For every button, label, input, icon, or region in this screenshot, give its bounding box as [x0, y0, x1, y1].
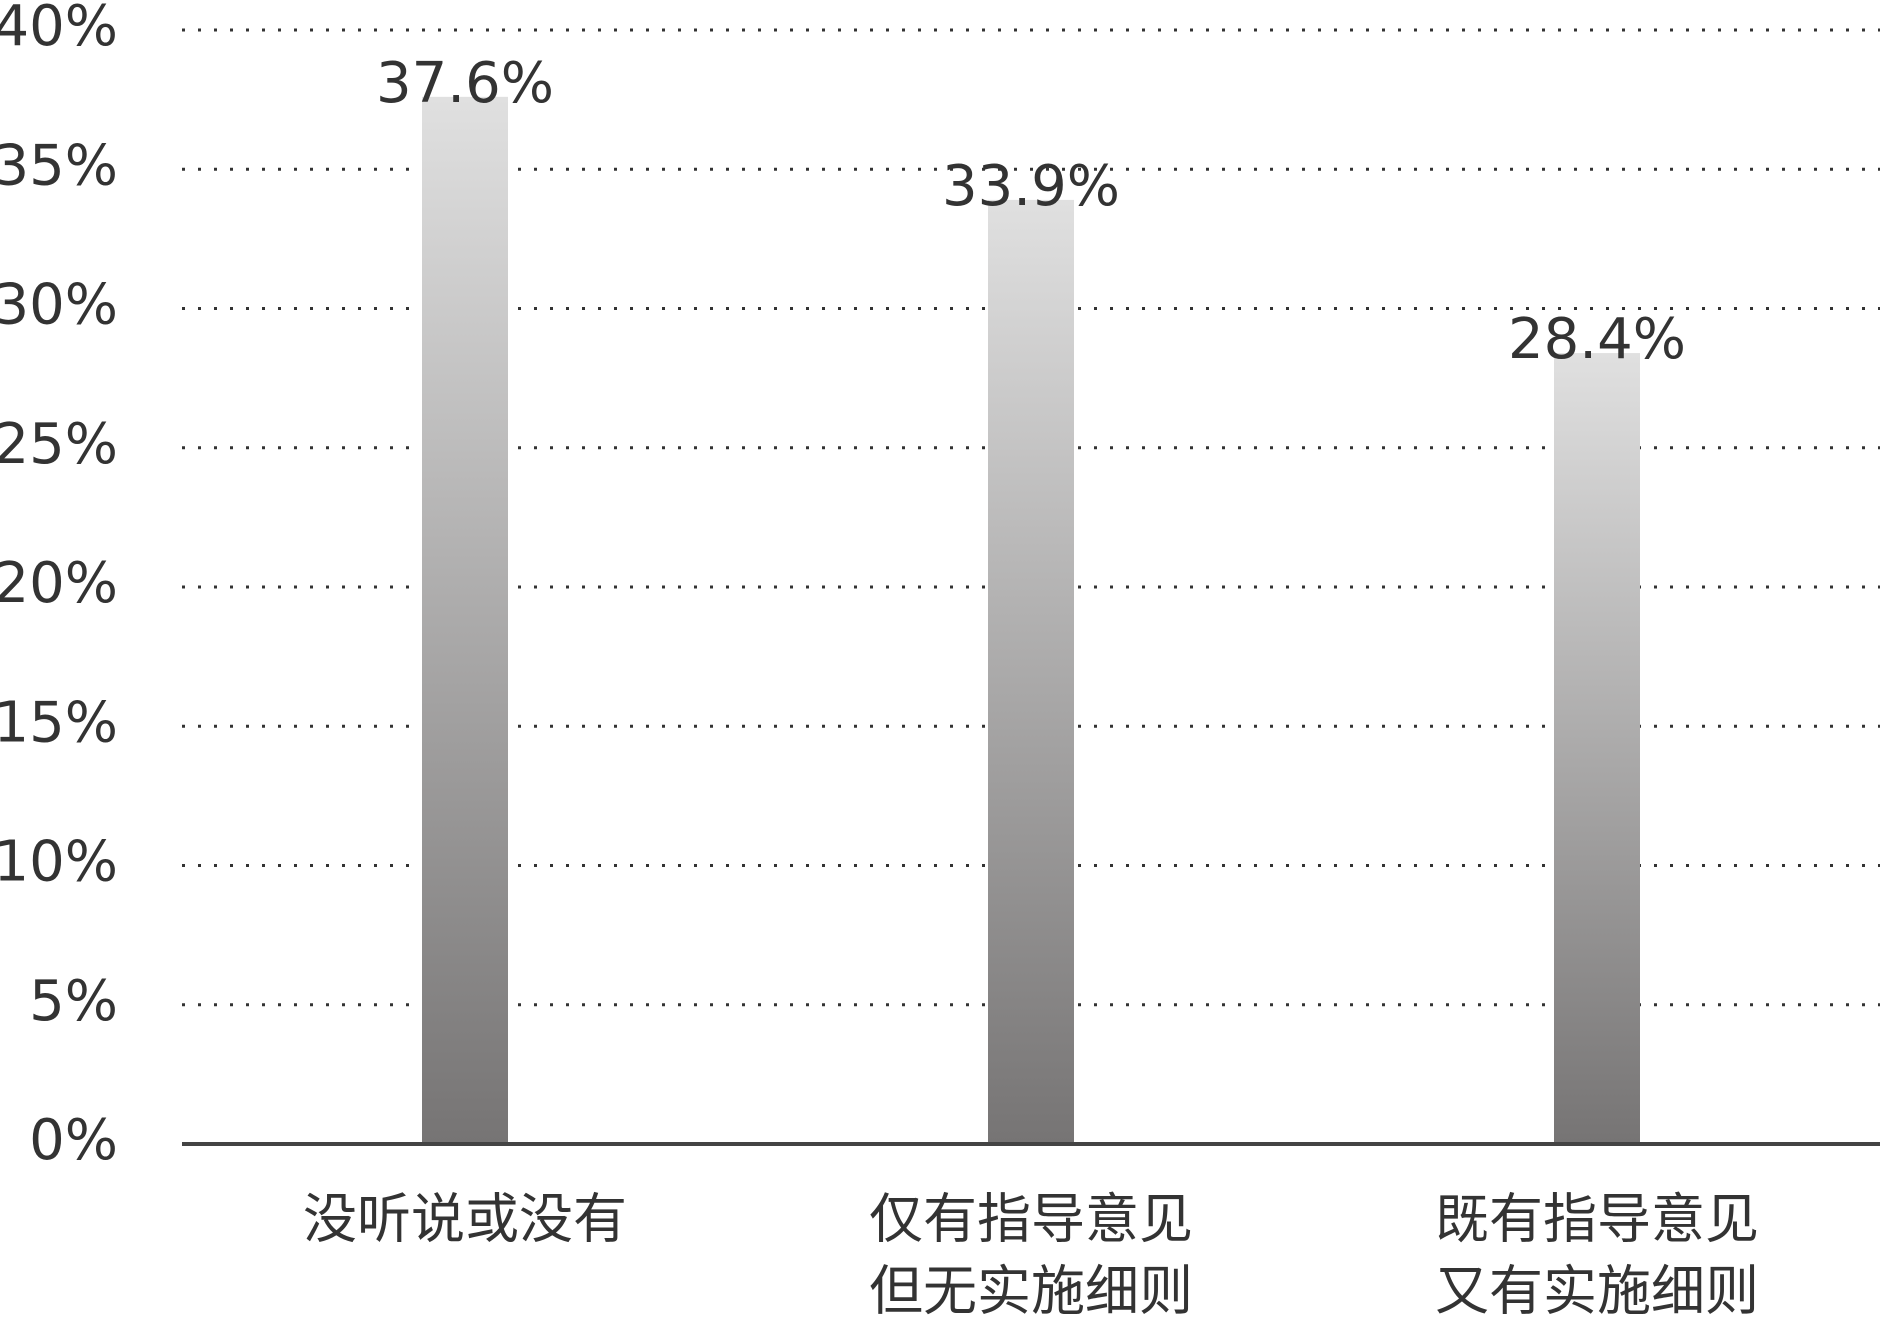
y-tick-label: 40% — [0, 0, 118, 59]
data-label: 33.9% — [942, 154, 1120, 219]
y-tick-label: 5% — [29, 969, 118, 1034]
bar — [1554, 353, 1640, 1144]
y-tick-label: 25% — [0, 412, 118, 477]
y-tick-label: 10% — [0, 830, 118, 895]
data-label: 37.6% — [376, 51, 554, 116]
y-tick-label: 35% — [0, 133, 118, 198]
x-tick-label: 仅有指导意见 — [869, 1188, 1193, 1251]
y-tick-label: 0% — [29, 1108, 118, 1173]
bar — [988, 199, 1074, 1144]
bar — [422, 96, 508, 1145]
x-tick-label: 既有指导意见 — [1435, 1188, 1759, 1251]
x-tick-label: 但无实施细则 — [869, 1260, 1193, 1323]
y-tick-label: 15% — [0, 690, 118, 755]
x-tick-label: 没听说或没有 — [303, 1188, 627, 1251]
x-tick-label: 又有实施细则 — [1435, 1260, 1759, 1323]
y-tick-label: 30% — [0, 273, 118, 338]
data-label: 28.4% — [1508, 307, 1686, 372]
y-tick-label: 20% — [0, 551, 118, 616]
